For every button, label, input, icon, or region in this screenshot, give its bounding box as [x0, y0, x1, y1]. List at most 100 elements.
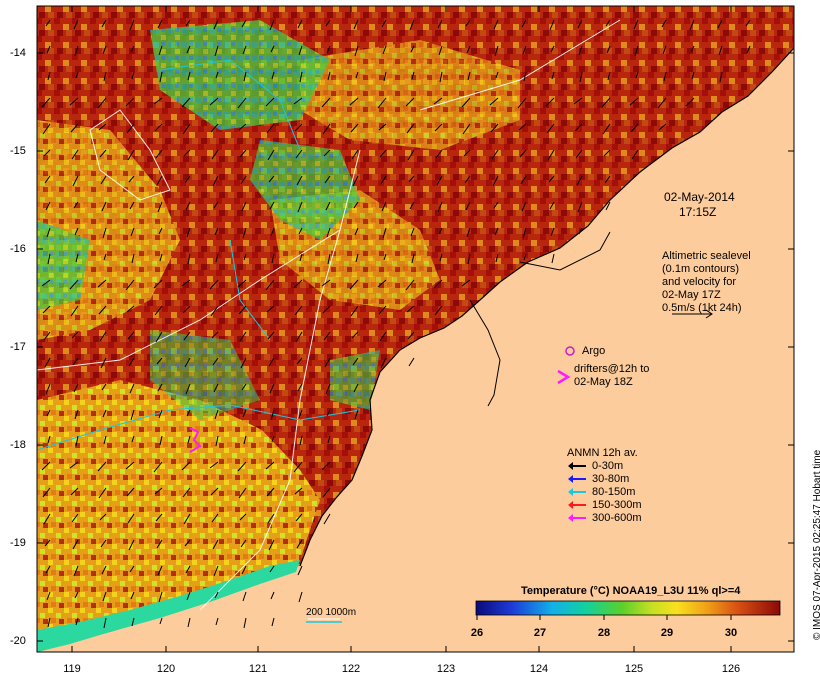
velocity-arrow [102, 591, 107, 602]
velocity-arrow [464, 175, 471, 184]
velocity-arrow [522, 227, 527, 239]
velocity-arrow [215, 617, 219, 626]
drifters-line-1: drifters@12h to [574, 363, 650, 375]
velocity-arrow [547, 149, 555, 161]
anmn-legend-item: 0-30m [568, 460, 624, 472]
velocity-scale-arrow [672, 309, 713, 319]
velocity-arrow [47, 253, 51, 265]
velocity-arrow [125, 97, 135, 107]
velocity-arrow [184, 357, 191, 368]
velocity-arrow [323, 149, 331, 157]
velocity-arrow [131, 253, 135, 264]
velocity-arrow [719, 71, 723, 83]
velocity-arrow [44, 357, 51, 368]
velocity-arrow [156, 539, 163, 549]
velocity-arrow [463, 149, 471, 157]
velocity-arrow [45, 383, 51, 395]
velocity-arrow [75, 253, 79, 263]
velocity-arrow [602, 123, 611, 135]
velocity-arrow [293, 97, 303, 105]
velocity-arrows [41, 19, 751, 629]
velocity-arrow [266, 305, 275, 313]
velocity-arrow [269, 19, 275, 31]
velocity-arrow [438, 227, 443, 235]
velocity-arrow [158, 45, 163, 56]
velocity-arrow [72, 175, 79, 187]
velocity-arrow [73, 383, 79, 393]
velocity-arrow [495, 253, 499, 263]
velocity-arrow [159, 253, 163, 262]
velocity-arrow [185, 565, 191, 574]
velocity-arrow [433, 279, 443, 289]
velocity-arrow [574, 123, 583, 132]
velocity-arrow [606, 45, 611, 54]
velocity-arrow [327, 71, 331, 81]
velocity-arrow [210, 487, 219, 496]
velocity-arrow [158, 409, 163, 419]
velocity-arrow [381, 201, 387, 212]
velocity-arrow [182, 487, 191, 498]
cool-zone-center [250, 140, 360, 240]
altimetry-line-4: 02-May 17Z [662, 289, 721, 301]
velocity-arrow [186, 227, 191, 238]
velocity-arrow [351, 331, 359, 339]
velocity-arrow [294, 123, 303, 132]
velocity-arrow [295, 513, 303, 522]
drifter-marker [557, 369, 571, 385]
x-tick-label: 122 [341, 663, 361, 675]
velocity-arrow [467, 253, 471, 265]
velocity-arrow [243, 435, 247, 445]
velocity-arrow [211, 331, 219, 339]
velocity-arrow [267, 331, 275, 340]
anmn-legend-label: 0-30m [592, 460, 624, 472]
sealevel-contours [36, 19, 621, 611]
velocity-arrow [461, 279, 471, 287]
velocity-arrow [209, 461, 219, 469]
velocity-arrow [128, 539, 135, 551]
velocity-arrow [267, 513, 275, 524]
velocity-arrow [519, 149, 527, 158]
velocity-arrow [214, 591, 219, 599]
velocity-arrow [577, 19, 583, 29]
velocity-arrow [493, 19, 499, 30]
velocity-arrow [213, 383, 219, 393]
velocity-arrow [126, 123, 135, 134]
velocity-arrow [70, 305, 79, 317]
velocity-arrow [494, 45, 499, 57]
velocity-arrow [299, 71, 303, 83]
velocity-arrow [298, 591, 303, 603]
altimetry-line-3: and velocity for [662, 276, 736, 288]
velocity-arrow [354, 227, 359, 236]
velocity-arrow [43, 149, 51, 157]
velocity-arrow [47, 435, 51, 444]
axis-ticks [37, 6, 794, 652]
velocity-arrow [433, 97, 443, 105]
velocity-arrow [405, 97, 415, 107]
velocity-arrow [523, 253, 527, 261]
velocity-arrow [214, 409, 219, 420]
x-tick-label: 121 [248, 663, 268, 675]
velocity-arrow [492, 175, 499, 187]
velocity-arrow [322, 305, 331, 314]
velocity-arrow [579, 71, 583, 83]
velocity-arrow [187, 71, 191, 81]
velocity-arrow [241, 383, 247, 391]
velocity-arrow [97, 97, 107, 109]
velocity-arrow [355, 71, 359, 79]
velocity-arrow [126, 305, 135, 313]
velocity-arrow [103, 71, 107, 82]
velocity-arrow [98, 123, 107, 131]
velocity-arrow [635, 71, 639, 79]
velocity-arrow [131, 435, 135, 443]
x-tick-label: 124 [529, 663, 549, 675]
velocity-arrow [573, 97, 583, 105]
velocity-arrow [238, 123, 247, 131]
velocity-arrow [324, 357, 331, 368]
velocity-arrow [351, 149, 359, 160]
velocity-arrow [327, 435, 331, 444]
velocity-arrow [242, 45, 247, 55]
velocity-arrow [239, 331, 247, 342]
velocity-arrow [47, 617, 51, 628]
velocity-arrow [211, 149, 219, 160]
velocity-arrow [157, 201, 163, 213]
